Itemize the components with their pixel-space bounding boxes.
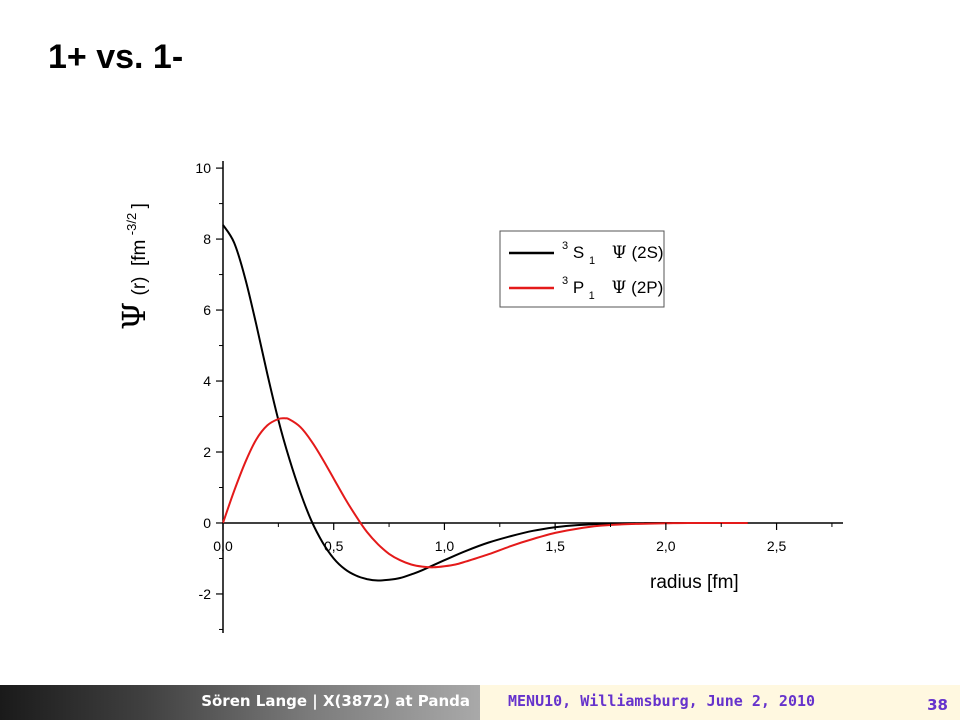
x-tick-label: 1,5: [545, 538, 565, 554]
x-axis-label: radius [fm]: [650, 572, 739, 593]
legend-entry-2p: 3 P 1 Ψ (2P): [562, 269, 663, 303]
y-axis-unit-close: ]: [129, 203, 150, 208]
chart-legend: 3 S 1 Ψ (2S) 3 P 1 Ψ (2P): [499, 230, 665, 308]
slide-footer: Sören Lange | X(3872) at Panda MENU10, W…: [0, 685, 960, 720]
slide-title: 1+ vs. 1-: [48, 38, 184, 76]
chart-series: [222, 224, 748, 582]
y-tick-label: 6: [203, 302, 211, 318]
y-tick-label: 0: [203, 515, 211, 531]
y-tick-label: 4: [203, 373, 211, 389]
y-tick-label: 10: [195, 160, 211, 176]
x-tick-label: 0,0: [213, 538, 233, 554]
y-tick-label: 8: [203, 231, 211, 247]
x-tick-label: 0,5: [324, 538, 344, 554]
y-tick-label: -2: [199, 586, 212, 602]
y-axis-psi-symbol: Ψ: [115, 302, 153, 330]
x-tick-label: 1,0: [435, 538, 455, 554]
footer-author-band: Sören Lange | X(3872) at Panda: [0, 685, 480, 720]
page-number: 38: [927, 696, 948, 714]
y-tick-label: 2: [203, 444, 211, 460]
chart-ticks: -2 0 2 4 6 8 10 0,0 0,5 1,0 1,5 2,0 2,5: [195, 160, 833, 630]
y-axis-unit: [fm: [129, 240, 150, 266]
y-axis-label: Ψ (r) [fm -3/2 ]: [115, 203, 153, 330]
footer-conference-band: MENU10, Williamsburg, June 2, 2010 38: [480, 685, 960, 720]
series-line-2s: [222, 224, 748, 582]
footer-author: Sören Lange | X(3872) at Panda: [201, 692, 470, 710]
series-line-2p: [222, 417, 748, 569]
legend-entry-2s: 3 S 1 Ψ (2S): [562, 234, 664, 268]
x-tick-label: 2,5: [767, 538, 787, 554]
y-axis-unit-exponent: -3/2: [124, 213, 139, 235]
x-tick-label: 2,0: [656, 538, 676, 554]
y-axis-arg: (r): [129, 277, 150, 296]
legend-box: [499, 230, 665, 308]
footer-conference: MENU10, Williamsburg, June 2, 2010: [508, 692, 816, 710]
